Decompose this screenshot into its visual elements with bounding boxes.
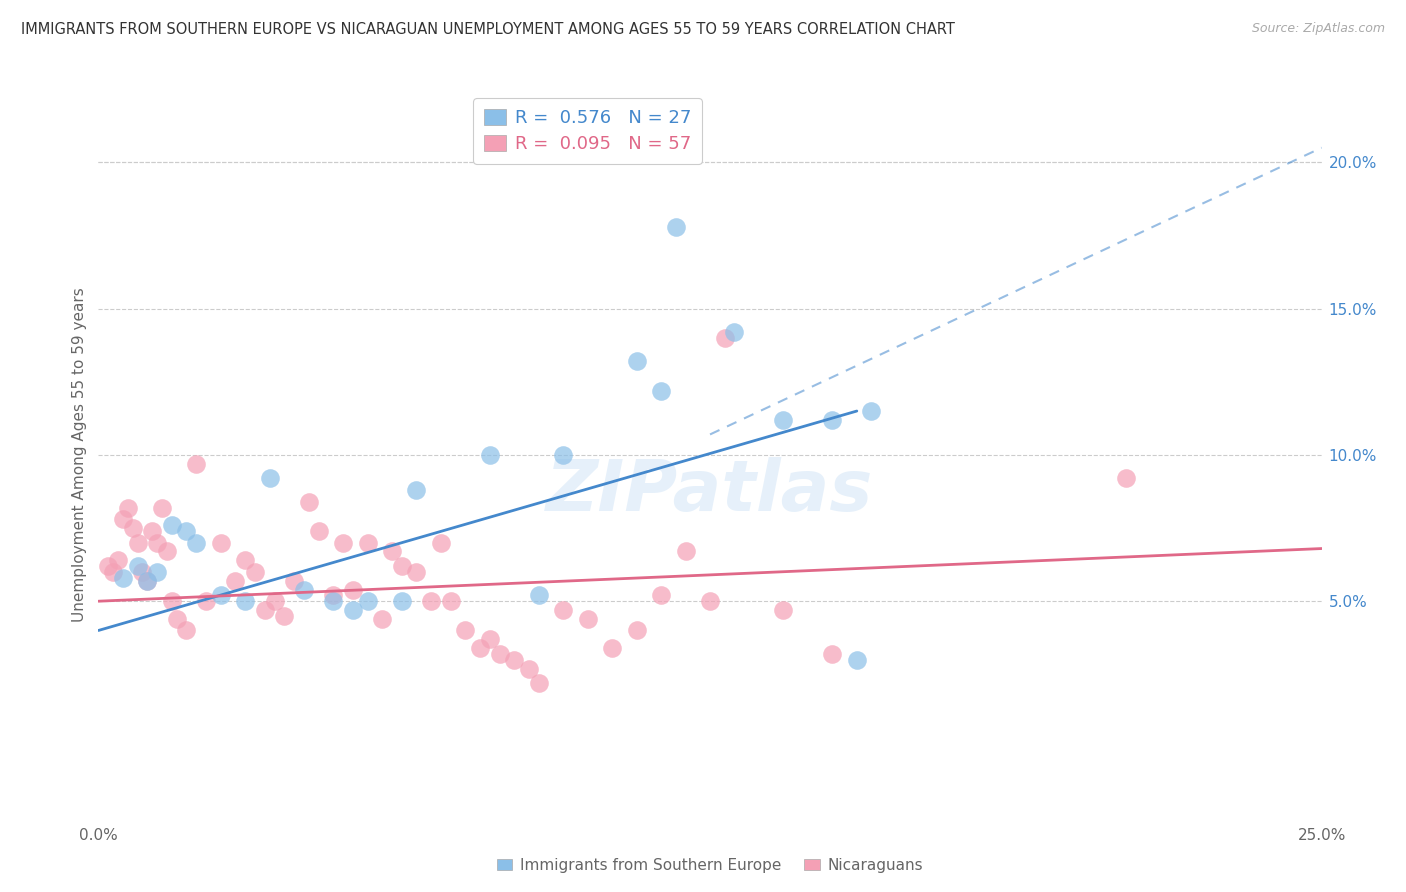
Point [600, 640, 623, 655]
Point [553, 448, 575, 462]
Point [131, 565, 153, 579]
Point [527, 676, 550, 690]
Point [322, 594, 344, 608]
Point [186, 535, 208, 549]
Point [176, 624, 198, 638]
Point [253, 603, 276, 617]
Point [391, 559, 413, 574]
Point [209, 535, 232, 549]
Point [1115, 471, 1137, 485]
Point [160, 594, 183, 608]
Point [478, 448, 501, 462]
Text: IMMIGRANTS FROM SOUTHERN EUROPE VS NICARAGUAN UNEMPLOYMENT AMONG AGES 55 TO 59 Y: IMMIGRANTS FROM SOUTHERN EUROPE VS NICAR… [21, 22, 955, 37]
Point [150, 500, 173, 515]
Point [298, 494, 321, 508]
Point [127, 535, 149, 549]
Point [121, 521, 143, 535]
Point [117, 500, 139, 515]
Point [166, 612, 188, 626]
Point [195, 594, 218, 608]
Point [527, 588, 550, 602]
Point [626, 624, 648, 638]
Point [111, 512, 134, 526]
Point [430, 535, 453, 549]
Point [478, 632, 501, 647]
Point [723, 325, 745, 339]
Point [156, 544, 179, 558]
Point [111, 571, 134, 585]
Point [468, 640, 491, 655]
Point [136, 574, 159, 588]
Point [322, 588, 344, 602]
Point [141, 524, 163, 538]
Point [176, 524, 198, 538]
Point [860, 404, 883, 418]
Point [650, 384, 672, 398]
Point [356, 535, 378, 549]
Point [292, 582, 315, 597]
Point [224, 574, 246, 588]
Point [650, 588, 672, 602]
Point [371, 612, 394, 626]
Point [503, 653, 526, 667]
Point [488, 647, 510, 661]
Point [97, 559, 120, 574]
Point [186, 457, 208, 471]
Point [699, 594, 721, 608]
Text: ZIPatlas: ZIPatlas [547, 457, 873, 526]
Point [263, 594, 285, 608]
Point [127, 559, 149, 574]
Point [772, 413, 794, 427]
Point [283, 574, 305, 588]
Point [772, 603, 794, 617]
Point [665, 219, 688, 234]
Point [146, 535, 169, 549]
Point [405, 565, 427, 579]
Point [821, 413, 844, 427]
Point [405, 483, 427, 497]
Point [821, 647, 844, 661]
Point [233, 594, 256, 608]
Point [136, 574, 159, 588]
Point [342, 603, 364, 617]
Point [209, 588, 232, 602]
Point [576, 612, 599, 626]
Point [342, 582, 364, 597]
Point [381, 544, 404, 558]
Point [675, 544, 697, 558]
Point [107, 553, 129, 567]
Legend: Immigrants from Southern Europe, Nicaraguans: Immigrants from Southern Europe, Nicarag… [491, 852, 929, 879]
Y-axis label: Unemployment Among Ages 55 to 59 years: Unemployment Among Ages 55 to 59 years [72, 287, 87, 623]
Text: Source: ZipAtlas.com: Source: ZipAtlas.com [1251, 22, 1385, 36]
Point [845, 653, 868, 667]
Point [160, 518, 183, 533]
Point [273, 608, 295, 623]
Point [713, 331, 735, 345]
Point [517, 661, 540, 675]
Point [308, 524, 330, 538]
Point [146, 565, 169, 579]
Point [391, 594, 413, 608]
Point [420, 594, 443, 608]
Point [332, 535, 354, 549]
Point [440, 594, 463, 608]
Point [243, 565, 266, 579]
Point [553, 603, 575, 617]
Point [233, 553, 256, 567]
Point [356, 594, 378, 608]
Point [626, 354, 648, 368]
Point [454, 624, 477, 638]
Point [259, 471, 281, 485]
Point [101, 565, 124, 579]
